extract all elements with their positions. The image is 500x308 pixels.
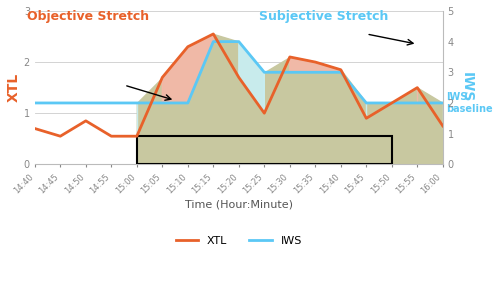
Y-axis label: IWS: IWS	[460, 72, 473, 103]
Text: Objective Stretch: Objective Stretch	[27, 10, 150, 23]
Y-axis label: XTL: XTL	[7, 73, 21, 102]
X-axis label: Time (Hour:Minute): Time (Hour:Minute)	[185, 199, 293, 209]
Text: IWS
baseline: IWS baseline	[446, 92, 493, 114]
Bar	[137, 136, 392, 164]
Legend: XTL, IWS: XTL, IWS	[172, 232, 306, 251]
Text: Subjective Stretch: Subjective Stretch	[259, 10, 388, 23]
